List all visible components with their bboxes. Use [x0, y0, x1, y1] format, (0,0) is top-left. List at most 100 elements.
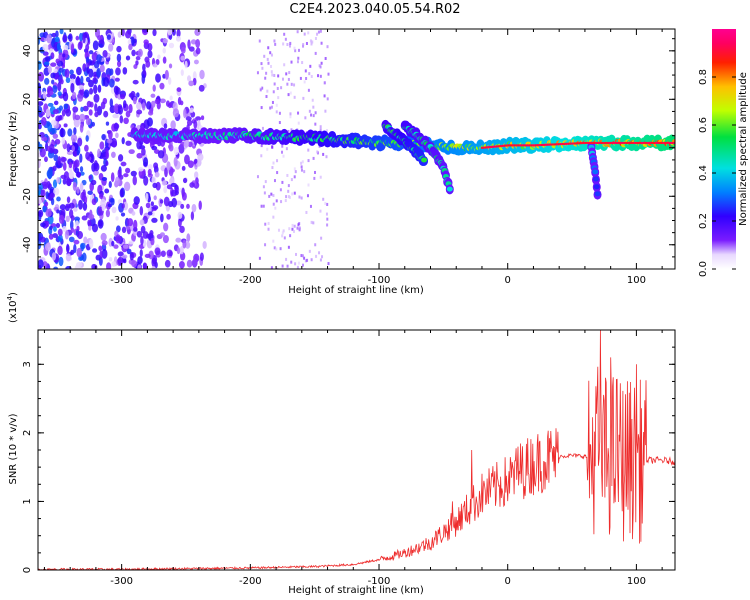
streak-cell — [266, 57, 269, 61]
noise-cell — [200, 115, 205, 121]
track-core — [535, 144, 539, 147]
noise-cell — [162, 47, 166, 54]
track-core — [519, 144, 523, 147]
noise-cell — [186, 233, 191, 242]
noise-cell — [176, 87, 182, 92]
noise-cell — [198, 84, 205, 92]
track-core — [507, 144, 511, 147]
noise-cell — [52, 85, 58, 94]
track-core — [658, 141, 662, 144]
streak-cell — [301, 254, 304, 258]
y-tick-label: 0 — [22, 567, 33, 573]
noise-cell — [166, 213, 171, 220]
noise-cell — [147, 168, 152, 176]
track-core — [666, 141, 670, 144]
track-core — [492, 145, 496, 148]
streak-cell — [297, 56, 300, 60]
track-core — [511, 144, 515, 147]
noise-cell — [52, 165, 57, 172]
streak-cell — [282, 42, 285, 46]
snr-x-label: Height of straight line (km) — [288, 585, 424, 596]
noise-cell — [144, 56, 150, 63]
streak-cell — [314, 122, 317, 126]
track-core — [585, 141, 589, 144]
streak-cell — [270, 53, 273, 57]
noise-cell — [38, 36, 41, 45]
noise-cell — [172, 108, 180, 118]
track-core — [662, 141, 666, 144]
streak-cell — [273, 82, 276, 86]
streak-cell — [273, 73, 276, 77]
streak-cell — [310, 42, 313, 46]
streak-cell — [285, 72, 288, 76]
streak-cell — [281, 144, 284, 148]
noise-cell — [70, 43, 75, 54]
streak-cell — [261, 66, 264, 70]
noise-cell — [69, 69, 74, 75]
noise-cell — [105, 160, 109, 166]
noise-cell — [115, 225, 121, 233]
noise-cell — [122, 67, 128, 75]
noise-cell — [39, 132, 45, 138]
track-core — [550, 143, 554, 146]
noise-cell — [202, 240, 207, 249]
streak-cell — [293, 175, 296, 179]
noise-cell — [53, 100, 59, 106]
noise-cell — [89, 87, 94, 95]
noise-cell — [79, 166, 84, 173]
streak-cell — [317, 74, 320, 78]
noise-cell — [128, 149, 135, 155]
streak-cell — [319, 29, 322, 33]
x-tick-label: -300 — [110, 576, 133, 587]
noise-cell — [111, 206, 117, 214]
noise-cell — [190, 211, 195, 221]
noise-cell — [99, 193, 104, 199]
noise-cell — [106, 262, 112, 269]
streak-cell — [308, 72, 311, 76]
noise-cell — [70, 227, 75, 233]
streak-cell — [273, 39, 276, 43]
noise-cell — [181, 192, 187, 201]
streak-cell — [307, 31, 310, 35]
streak-cell — [260, 154, 263, 158]
noise-cell — [56, 209, 60, 214]
noise-cell — [67, 128, 73, 137]
noise-cell — [161, 180, 167, 186]
noise-cell — [164, 259, 171, 268]
noise-cell — [85, 151, 90, 160]
streak-cell — [323, 94, 326, 98]
streak-cell — [305, 41, 308, 45]
noise-cell — [191, 259, 198, 268]
track-core — [500, 144, 504, 147]
noise-cell — [103, 110, 109, 118]
noise-cell — [53, 266, 59, 269]
noise-cell — [187, 160, 194, 168]
noise-cell — [88, 225, 92, 231]
track-core — [672, 141, 675, 144]
noise-cell — [147, 164, 153, 171]
streak-cell — [267, 61, 270, 65]
streak-cell — [296, 30, 299, 34]
noise-cell — [160, 250, 166, 257]
noise-cell — [182, 239, 187, 249]
noise-cell — [81, 252, 87, 262]
noise-cell — [91, 121, 96, 127]
noise-cell — [98, 220, 103, 227]
noise-cell — [109, 98, 114, 108]
streak-cell — [310, 258, 313, 262]
noise-cell — [110, 198, 115, 206]
track-core — [523, 144, 527, 147]
track-core — [509, 144, 513, 147]
noise-cell — [38, 101, 44, 107]
colorbar: 0.0 0.2 0.4 0.6 0.8 Normalized spectral ampl… — [698, 29, 749, 277]
noise-cell — [91, 52, 98, 62]
streak-cell — [260, 204, 263, 208]
streak-cell — [285, 147, 288, 151]
spectrogram-y-label: Frequency (Hz) — [8, 111, 19, 187]
noise-cell — [58, 105, 64, 111]
streak-cell — [282, 229, 285, 233]
streak-cell — [289, 41, 292, 45]
track-cell — [593, 184, 600, 190]
streak-cell — [287, 245, 290, 249]
streak-cell — [283, 236, 286, 240]
